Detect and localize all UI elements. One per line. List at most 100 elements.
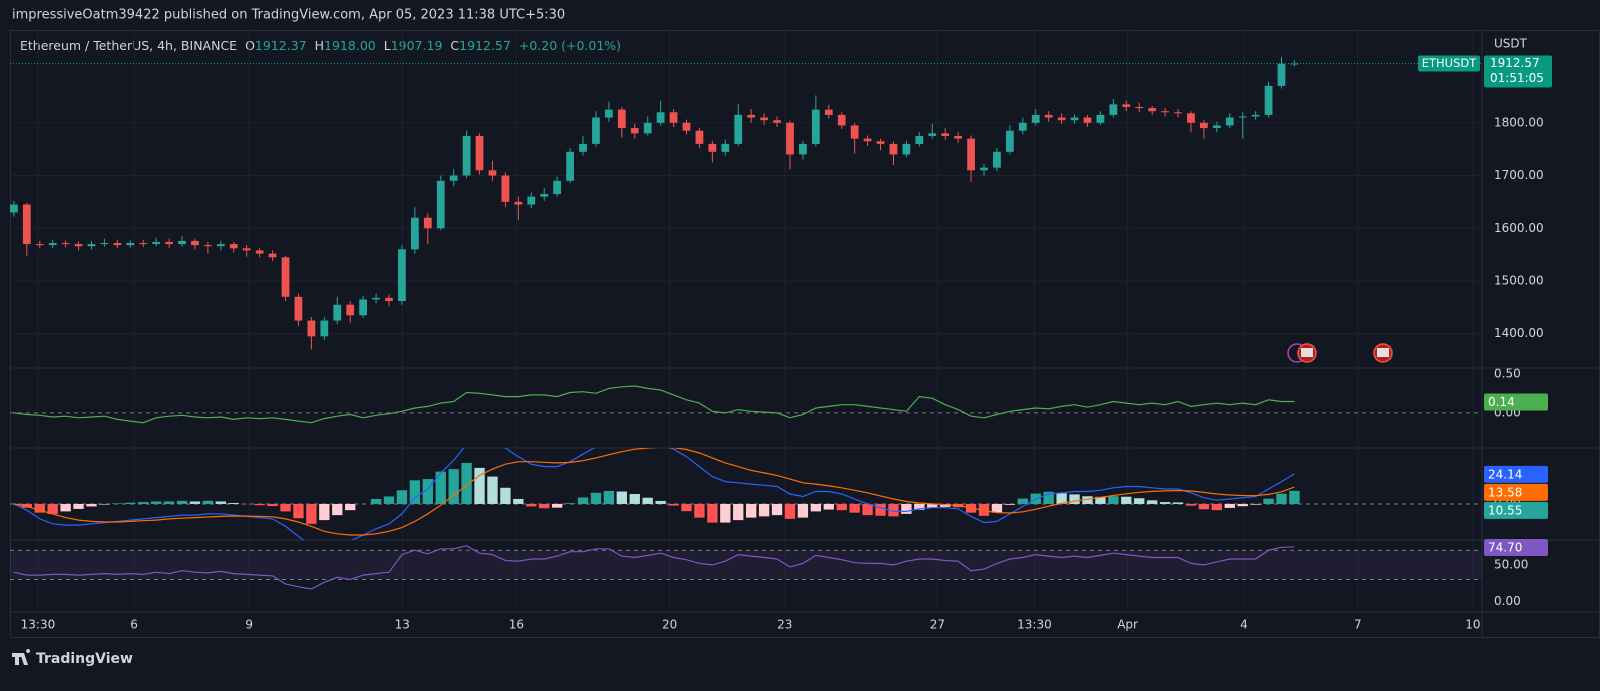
candle-body	[333, 304, 342, 321]
candle-body	[527, 196, 536, 205]
histogram-bar	[978, 503, 990, 516]
value-label: 10.55	[1488, 503, 1522, 517]
candle-body	[1212, 125, 1221, 129]
histogram-bar	[888, 503, 899, 517]
histogram-bar	[1004, 503, 1016, 505]
histogram-bar	[784, 503, 796, 519]
candle-body	[398, 249, 406, 302]
histogram-bar	[1056, 493, 1067, 504]
histogram-bar	[629, 494, 640, 504]
candle-body	[941, 133, 950, 136]
x-tick-label: 13	[395, 618, 410, 632]
histogram-bar	[914, 503, 925, 510]
value-label-box	[1484, 393, 1548, 411]
candle-body	[1238, 116, 1247, 118]
x-tick-label: 23	[777, 618, 792, 632]
candle-body	[1031, 114, 1040, 123]
indicator-line	[13, 545, 1295, 590]
candle-body	[1135, 106, 1144, 109]
ohlc-value: 1918.00	[324, 38, 376, 53]
histogram-bar	[254, 503, 265, 506]
symbol: Ethereum / TetherUS, 4h, BINANCE	[20, 38, 237, 53]
histogram-bar	[1185, 503, 1197, 506]
histogram-bar	[1108, 496, 1119, 504]
candle-body	[553, 180, 562, 194]
ohlc-key: H	[315, 38, 324, 53]
x-tick-label: 7	[1354, 618, 1362, 632]
histogram-bar	[655, 500, 666, 504]
histogram-bar	[1134, 498, 1145, 504]
histogram-bar	[112, 503, 123, 504]
histogram-bar	[642, 497, 653, 504]
candle-body	[372, 297, 380, 300]
event-icons[interactable]	[1287, 343, 1393, 363]
candle-body	[359, 299, 368, 316]
histogram-bar	[332, 503, 343, 516]
candle-body	[630, 128, 639, 134]
value-label: 0.14	[1488, 395, 1515, 409]
histogram-bar	[396, 490, 408, 504]
histogram-bar	[487, 476, 498, 504]
y-tick-label: 1700.00	[1494, 168, 1544, 182]
candle-body	[954, 135, 963, 139]
candle-body	[889, 143, 898, 155]
histogram-bar	[1289, 490, 1300, 504]
histogram-bar	[422, 479, 433, 504]
candle-body	[773, 120, 781, 123]
x-tick-label: 9	[245, 618, 253, 632]
candle-body	[449, 175, 458, 181]
histogram-bar	[73, 503, 84, 509]
candle-body	[1251, 114, 1260, 117]
y-tick-label: 0.00	[1494, 594, 1521, 608]
candle-body	[126, 243, 135, 246]
candle-body	[152, 241, 161, 245]
candle-body	[475, 135, 484, 171]
candle-body	[747, 114, 756, 118]
candle-body	[734, 114, 743, 144]
candle-body	[915, 135, 924, 144]
candle-body	[1018, 122, 1027, 131]
candle-body	[1225, 117, 1234, 126]
histogram-bar	[1082, 496, 1093, 504]
candle-body	[410, 217, 419, 250]
histogram-bar	[940, 503, 951, 507]
histogram-bar	[500, 487, 511, 504]
candle-body	[488, 170, 497, 176]
candle-body	[656, 112, 665, 123]
candle-body	[708, 143, 717, 152]
histogram-bar	[836, 503, 847, 511]
histogram-bar	[849, 503, 860, 513]
histogram-bar	[228, 502, 239, 504]
brand: TradingView	[36, 651, 133, 667]
histogram-bar	[513, 498, 524, 504]
candle-body	[229, 244, 238, 249]
histogram-bar	[1276, 493, 1287, 504]
value-label: 74.70	[1488, 541, 1522, 555]
candle-body	[695, 130, 704, 144]
histogram-bar	[345, 503, 356, 511]
histogram-bar	[1198, 503, 1210, 510]
histogram-bar	[86, 503, 97, 507]
histogram-bar	[823, 503, 834, 510]
last-price: 1912.57	[1490, 56, 1540, 70]
candle-body	[1083, 117, 1092, 123]
candle-body	[1044, 114, 1053, 118]
histogram-bar	[746, 503, 757, 518]
candle-body	[48, 243, 57, 246]
histogram-bar	[991, 503, 1003, 513]
indicator-line	[13, 385, 1295, 424]
histogram-bar	[163, 501, 175, 504]
histogram-bar	[1172, 502, 1184, 504]
candle-body	[113, 243, 122, 246]
change: +0.20 (+0.01%)	[519, 38, 621, 53]
histogram-bar	[1237, 503, 1248, 507]
indicator-line	[13, 448, 1295, 536]
candle-body	[1148, 108, 1157, 112]
ohlc-key: C	[450, 38, 459, 53]
histogram-bar	[1224, 503, 1235, 508]
candle-body	[669, 112, 678, 123]
candle-body	[255, 250, 264, 254]
histogram-bar	[60, 503, 71, 512]
histogram-bar	[1043, 491, 1054, 504]
